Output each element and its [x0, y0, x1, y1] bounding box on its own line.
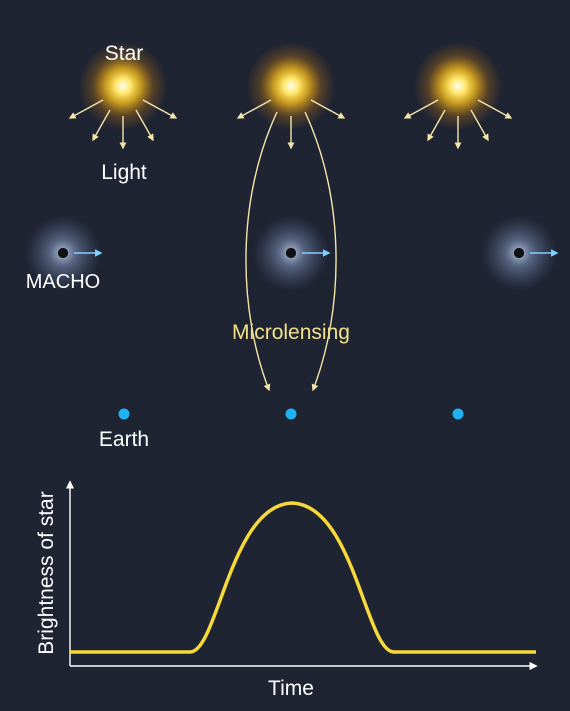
light-ray — [236, 99, 272, 119]
light-ray — [310, 99, 346, 119]
x-axis-label: Time — [268, 677, 314, 700]
light-ray — [470, 109, 489, 142]
star-1 — [79, 42, 167, 130]
star-3 — [414, 42, 502, 130]
y-axis-label: Brightness of star — [35, 491, 58, 654]
light-rays-1 — [68, 99, 178, 150]
microlensing-label: Microlensing — [232, 321, 350, 344]
bent-ray-right — [304, 111, 337, 392]
earth-dot-icon — [118, 408, 130, 420]
macho-label: MACHO — [26, 271, 100, 293]
earth-label: Earth — [99, 428, 149, 451]
bent-ray-left — [245, 111, 278, 392]
light-ray — [135, 109, 154, 142]
star-2 — [247, 42, 335, 130]
light-curve-plot: Brightness of star Time — [35, 480, 538, 700]
light-ray — [92, 109, 111, 142]
brightness-curve — [70, 501, 536, 654]
macho-3 — [481, 215, 559, 291]
light-label: Light — [101, 161, 147, 184]
glowing-star-icon — [247, 42, 335, 130]
dark-object-icon — [57, 247, 69, 259]
dark-object-icon — [513, 247, 525, 259]
light-ray — [427, 109, 446, 142]
microlensing-rays — [245, 111, 337, 392]
glowing-star-icon — [79, 42, 167, 130]
macho-2 — [253, 215, 331, 291]
light-ray — [142, 99, 178, 119]
glowing-star-icon — [414, 42, 502, 130]
light-rays-3 — [403, 99, 513, 150]
star-label: Star — [105, 42, 144, 65]
dark-object-icon — [285, 247, 297, 259]
light-rays-2 — [236, 99, 346, 150]
earth-dot-icon — [452, 408, 464, 420]
earth-dot-icon — [285, 408, 297, 420]
macho-1 — [25, 215, 103, 291]
light-ray — [403, 99, 439, 119]
light-ray — [477, 99, 513, 119]
light-ray — [68, 99, 104, 119]
